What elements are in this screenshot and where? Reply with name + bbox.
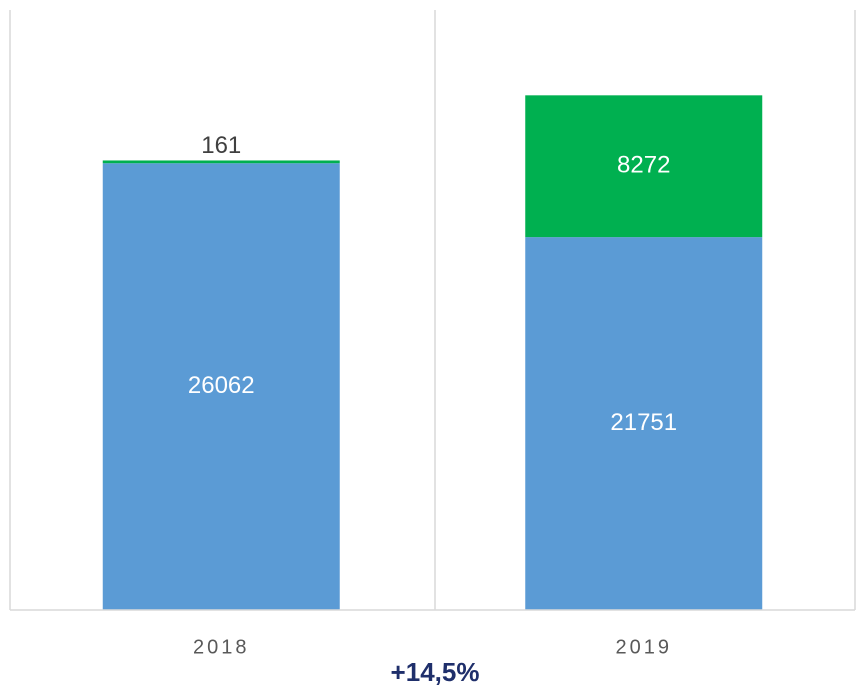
bar-segment — [102, 160, 340, 164]
bar-segment — [102, 163, 340, 611]
bar-segment — [525, 95, 763, 238]
x-tick-label: 2018 — [193, 636, 250, 658]
data-label: 26062 — [188, 372, 255, 399]
x-tick-label: 2019 — [616, 636, 673, 658]
bar-segment — [525, 237, 763, 610]
data-label: 161 — [201, 132, 241, 159]
annotation: +14,5% — [391, 657, 480, 687]
data-label: 21751 — [610, 409, 677, 436]
data-label: 8272 — [617, 152, 670, 179]
